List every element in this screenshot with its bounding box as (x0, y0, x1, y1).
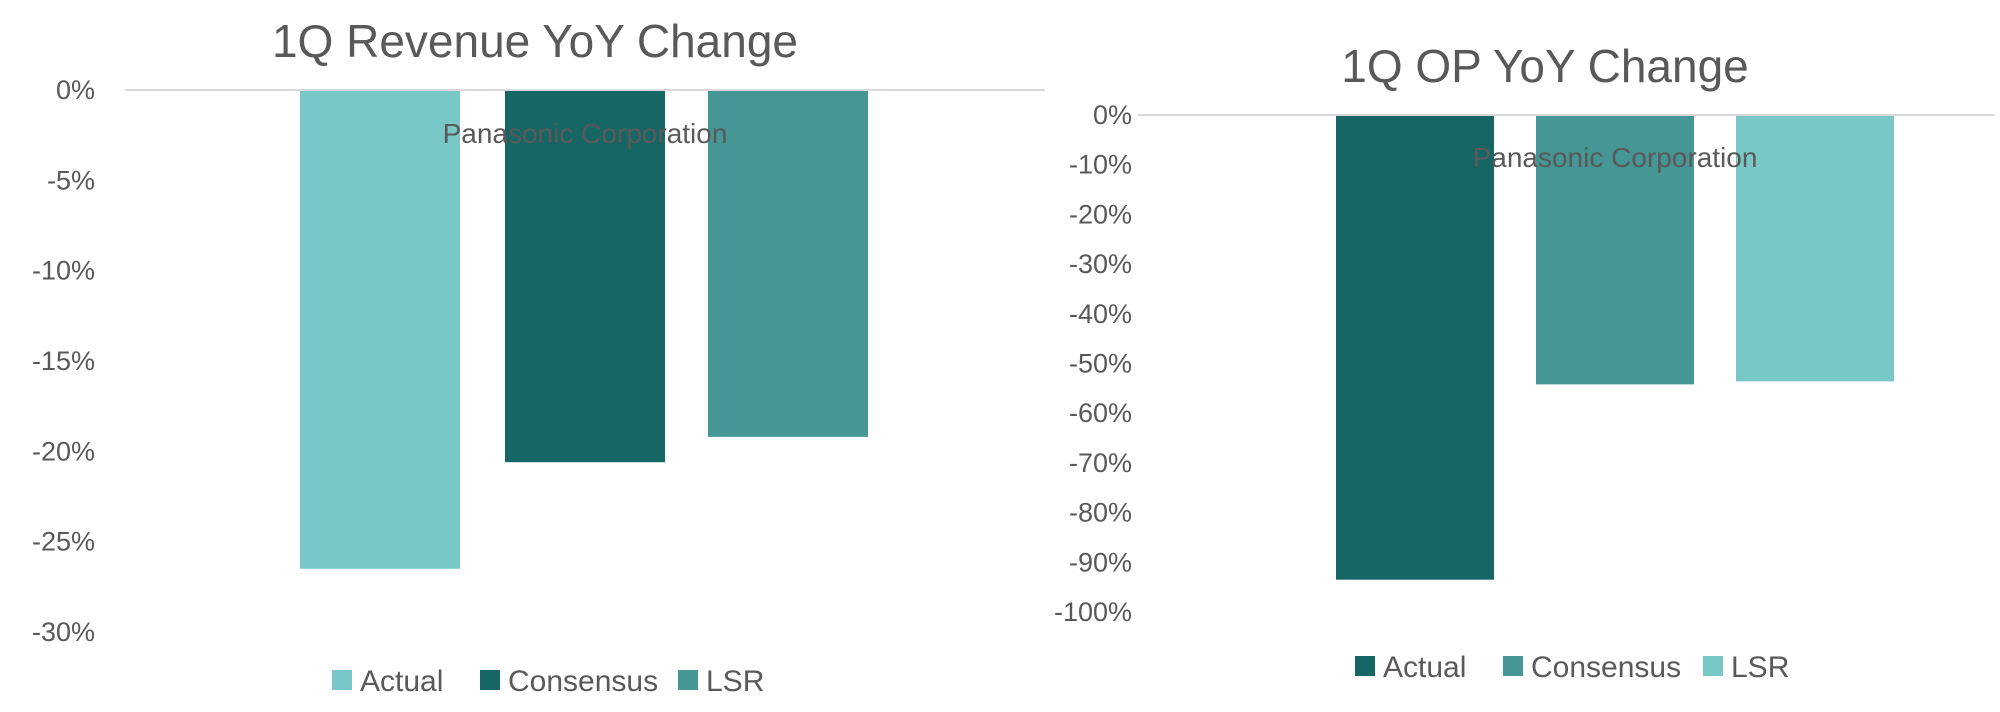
legend-label-consensus: Consensus (508, 665, 658, 698)
legend-label-actual: Actual (360, 665, 443, 698)
y-tick-label: -70% (1069, 448, 1132, 478)
y-tick-label: -25% (32, 527, 95, 557)
y-tick-label: -40% (1069, 299, 1132, 329)
legend-label-actual: Actual (1383, 651, 1466, 684)
y-tick-label: -5% (47, 165, 95, 195)
y-tick-label: -100% (1054, 597, 1132, 627)
y-tick-label: -10% (1069, 150, 1132, 180)
bar-lsr (1736, 115, 1894, 382)
y-tick-label: -60% (1069, 398, 1132, 428)
bar-actual (1336, 115, 1494, 580)
legend-swatch-lsr (678, 670, 698, 690)
company-annotation: Panasonic Corporation (1473, 142, 1758, 173)
legend-swatch-lsr (1703, 656, 1723, 676)
chart-title: 1Q Revenue YoY Change (272, 15, 798, 67)
y-tick-label: -90% (1069, 547, 1132, 577)
legend-label-consensus: Consensus (1531, 651, 1681, 684)
y-tick-label: 0% (56, 75, 95, 105)
y-tick-label: -10% (32, 256, 95, 286)
bar-consensus (1536, 115, 1694, 385)
y-tick-label: -20% (1069, 199, 1132, 229)
y-tick-label: -15% (32, 346, 95, 376)
y-tick-label: 0% (1093, 100, 1132, 130)
y-tick-label: -30% (1069, 249, 1132, 279)
legend-label-lsr: LSR (1731, 651, 1789, 684)
chart-title: 1Q OP YoY Change (1341, 40, 1749, 92)
legend-swatch-actual (332, 670, 352, 690)
y-tick-label: -20% (32, 436, 95, 466)
bar-actual (300, 90, 460, 569)
op-yoy-chart: 1Q OP YoY Change 0% -10% -20% -30% -40% -50% -… (1054, 40, 1995, 684)
bar-lsr (708, 90, 868, 437)
legend-swatch-consensus (1503, 656, 1523, 676)
y-tick-label: -80% (1069, 498, 1132, 528)
legend-swatch-consensus (480, 670, 500, 690)
bar-consensus (505, 90, 665, 463)
revenue-yoy-chart: 1Q Revenue YoY Change 0% -5% -10% -15% -20% -… (32, 15, 1045, 698)
company-annotation: Panasonic Corporation (443, 118, 728, 149)
y-tick-label: -50% (1069, 349, 1132, 379)
legend-label-lsr: LSR (706, 665, 764, 698)
legend-swatch-actual (1355, 656, 1375, 676)
y-tick-label: -30% (32, 617, 95, 647)
